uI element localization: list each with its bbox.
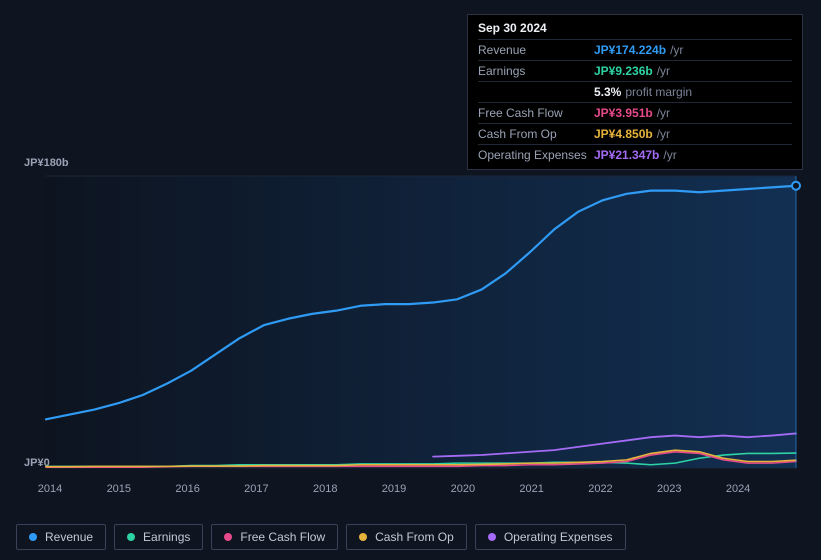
tooltip-row-label: Revenue xyxy=(478,43,594,57)
legend-item[interactable]: Cash From Op xyxy=(346,524,467,550)
tooltip-row: Free Cash FlowJP¥3.951b/yr xyxy=(478,102,792,123)
legend-label: Operating Expenses xyxy=(504,530,613,544)
tooltip-panel: Sep 30 2024 RevenueJP¥174.224b/yrEarning… xyxy=(467,14,803,170)
svg-text:2023: 2023 xyxy=(657,483,681,495)
svg-text:2016: 2016 xyxy=(175,483,199,495)
financial-chart[interactable]: JP¥180bJP¥020142015201620172018201920202… xyxy=(16,156,806,508)
legend-dot-icon xyxy=(359,533,367,541)
legend-label: Revenue xyxy=(45,530,93,544)
tooltip-row-value: JP¥9.236b xyxy=(594,64,653,78)
legend-dot-icon xyxy=(29,533,37,541)
tooltip-row: 5.3% profit margin xyxy=(478,81,792,102)
svg-text:2024: 2024 xyxy=(726,483,750,495)
tooltip-row: EarningsJP¥9.236b/yr xyxy=(478,60,792,81)
tooltip-row-suffix: /yr xyxy=(657,127,670,141)
tooltip-row-value: JP¥4.850b xyxy=(594,127,653,141)
tooltip-row: Cash From OpJP¥4.850b/yr xyxy=(478,123,792,144)
legend-label: Earnings xyxy=(143,530,190,544)
tooltip-row-label: Free Cash Flow xyxy=(478,106,594,120)
legend-item[interactable]: Earnings xyxy=(114,524,203,550)
tooltip-row-label: Cash From Op xyxy=(478,127,594,141)
tooltip-row-suffix: /yr xyxy=(657,106,670,120)
legend-label: Cash From Op xyxy=(375,530,454,544)
legend-label: Free Cash Flow xyxy=(240,530,325,544)
tooltip-row-value: 5.3% xyxy=(594,85,621,99)
tooltip-row-value: JP¥3.951b xyxy=(594,106,653,120)
svg-text:2015: 2015 xyxy=(107,483,131,495)
svg-text:2020: 2020 xyxy=(451,483,475,495)
legend-dot-icon xyxy=(224,533,232,541)
svg-text:2022: 2022 xyxy=(588,483,612,495)
legend-dot-icon xyxy=(488,533,496,541)
svg-text:2017: 2017 xyxy=(244,483,268,495)
svg-text:2018: 2018 xyxy=(313,483,337,495)
legend-item[interactable]: Free Cash Flow xyxy=(211,524,338,550)
tooltip-row: RevenueJP¥174.224b/yr xyxy=(478,39,792,60)
tooltip-rows: RevenueJP¥174.224b/yrEarningsJP¥9.236b/y… xyxy=(478,39,792,165)
legend-item[interactable]: Revenue xyxy=(16,524,106,550)
tooltip-row-value: JP¥174.224b xyxy=(594,43,666,57)
svg-text:2014: 2014 xyxy=(38,483,62,495)
legend: Revenue Earnings Free Cash Flow Cash From O… xyxy=(16,524,626,550)
tooltip-row-suffix: /yr xyxy=(670,43,683,57)
tooltip-row-label: Earnings xyxy=(478,64,594,78)
svg-text:JP¥180b: JP¥180b xyxy=(24,157,69,169)
svg-text:2019: 2019 xyxy=(382,483,406,495)
tooltip-row-label xyxy=(478,85,594,99)
tooltip-date: Sep 30 2024 xyxy=(478,21,792,39)
legend-item[interactable]: Operating Expenses xyxy=(475,524,626,550)
tooltip-row-suffix: /yr xyxy=(657,64,670,78)
svg-text:2021: 2021 xyxy=(519,483,543,495)
tooltip-row-suffix: profit margin xyxy=(625,85,692,99)
legend-dot-icon xyxy=(127,533,135,541)
